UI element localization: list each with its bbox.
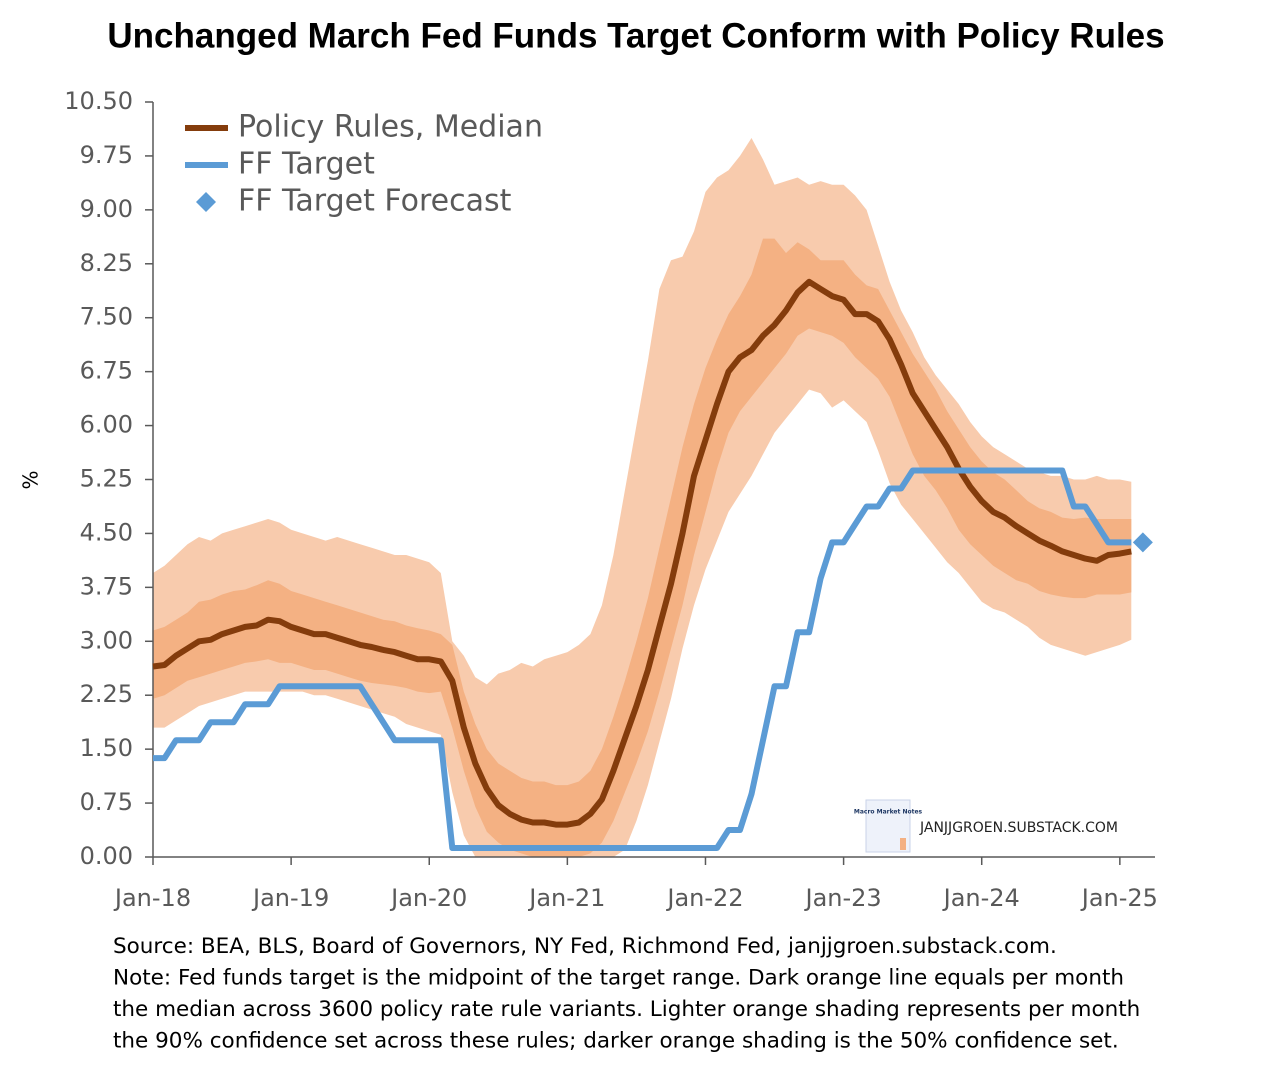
y-tick-label: 9.00	[80, 195, 133, 223]
legend-label: FF Target	[238, 147, 375, 182]
chart-title: Unchanged March Fed Funds Target Conform…	[107, 16, 1164, 55]
x-tick-label: Jan-20	[389, 884, 467, 912]
series-line	[152, 278, 1132, 828]
y-tick-label: 5.25	[80, 465, 133, 493]
y-tick-label: 6.75	[80, 357, 133, 385]
watermark: Macro Market Notes JANJJGROEN.SUBSTACK.CO…	[854, 799, 1118, 853]
y-tick-label: 4.50	[80, 518, 133, 546]
confidence-band	[153, 238, 1132, 858]
forecast-marker	[1132, 532, 1153, 553]
note-line: Note: Fed funds target is the midpoint o…	[113, 966, 1124, 991]
note-line: Source: BEA, BLS, Board of Governors, NY…	[113, 934, 1057, 959]
x-tick-label: Jan-21	[527, 884, 605, 912]
y-tick-label: 7.50	[80, 303, 133, 331]
y-tick-label: 6.00	[80, 411, 133, 439]
legend-swatch	[196, 192, 216, 212]
note-line: the median across 3600 policy rate rule …	[113, 997, 1140, 1022]
x-tick-label: Jan-25	[1080, 884, 1158, 912]
x-tick-label: Jan-22	[665, 884, 743, 912]
x-tick-label: Jan-24	[942, 884, 1020, 912]
y-tick-label: 8.25	[80, 249, 133, 277]
y-axis-label: %	[19, 470, 43, 489]
legend-label: Policy Rules, Median	[238, 110, 543, 145]
y-tick-label: 1.50	[80, 734, 133, 762]
y-tick-label: 3.00	[80, 626, 133, 654]
x-tick-label: Jan-23	[803, 884, 881, 912]
y-tick-label: 0.00	[80, 842, 133, 870]
watermark-text: JANJJGROEN.SUBSTACK.COM	[919, 820, 1118, 836]
y-tick-label: 3.75	[80, 572, 133, 600]
x-tick-label: Jan-19	[251, 884, 329, 912]
note-line: the 90% confidence set across these rule…	[113, 1029, 1119, 1054]
legend-label: FF Target Forecast	[238, 184, 512, 219]
logo-bar	[900, 838, 906, 850]
series-line	[153, 467, 1132, 851]
logo-text: Macro Market Notes	[854, 809, 923, 816]
y-tick-label: 9.75	[80, 141, 133, 169]
y-tick-label: 2.25	[80, 680, 133, 708]
x-tick-label: Jan-18	[113, 884, 191, 912]
y-tick-label: 0.75	[80, 788, 133, 816]
y-tick-label: 10.50	[64, 87, 133, 115]
